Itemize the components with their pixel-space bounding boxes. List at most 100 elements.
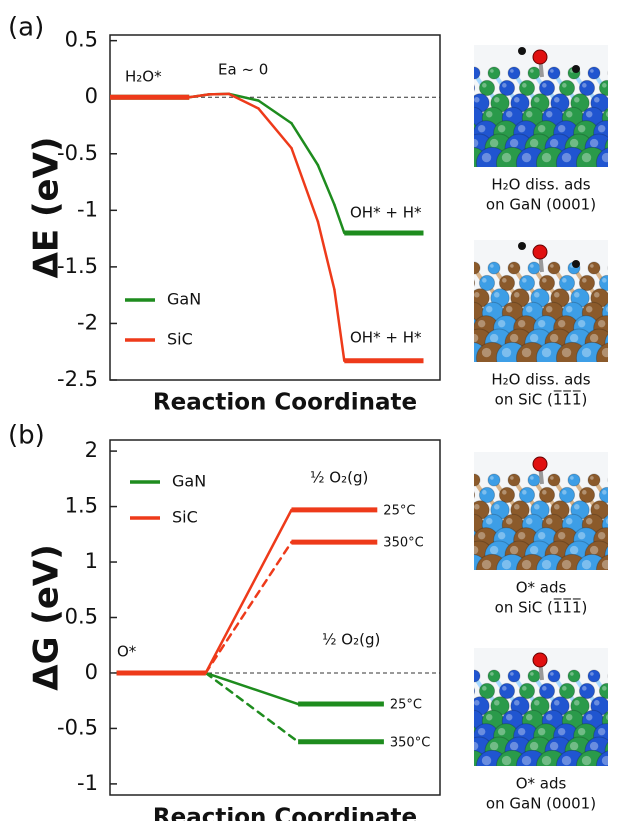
atom-highlight <box>618 532 625 539</box>
atom <box>528 670 540 682</box>
bond <box>614 480 624 495</box>
reaction-path <box>206 510 292 673</box>
atom-highlight <box>534 504 540 510</box>
atom <box>479 683 494 698</box>
atom-highlight <box>462 560 471 569</box>
atom-highlight <box>470 742 478 750</box>
atom-highlight <box>622 278 627 283</box>
atom-highlight <box>458 320 465 327</box>
bond <box>607 283 617 298</box>
atom-highlight <box>474 504 480 510</box>
bond <box>592 766 602 781</box>
atom-highlight <box>514 504 520 510</box>
atom <box>614 724 628 749</box>
atom-highlight <box>522 348 531 357</box>
atom-highlight <box>498 728 505 735</box>
temperature-label: 350°C <box>390 735 430 750</box>
atom-highlight <box>474 700 480 706</box>
atom-highlight <box>602 278 607 283</box>
bond <box>492 766 502 781</box>
reaction-path <box>259 101 292 124</box>
atom-highlight <box>470 334 478 342</box>
atom-highlight <box>602 560 611 569</box>
atom-highlight <box>522 756 531 765</box>
bond <box>614 73 624 88</box>
legend-label: SiC <box>172 508 198 527</box>
atom-highlight <box>586 111 592 117</box>
atom-highlight <box>478 320 485 327</box>
atom-highlight <box>494 504 500 510</box>
annotation: OH* + H* <box>350 329 422 347</box>
atom-highlight <box>570 546 578 554</box>
atom-highlight <box>622 83 627 88</box>
atom <box>448 670 460 682</box>
atom-highlight <box>558 125 565 132</box>
atom <box>528 262 540 274</box>
atom-highlight <box>570 334 578 342</box>
atom <box>519 487 534 502</box>
atom-highlight <box>554 700 560 706</box>
atom-highlight <box>582 83 587 88</box>
atom-highlight <box>542 348 551 357</box>
image-caption: O* ads <box>516 775 567 793</box>
atom-highlight <box>578 125 585 132</box>
atom-highlight <box>478 125 485 132</box>
atom <box>448 474 460 486</box>
atom-highlight <box>510 476 514 480</box>
atom <box>488 262 500 274</box>
atom-highlight <box>558 728 565 735</box>
atom-highlight <box>542 686 547 691</box>
atom-highlight <box>482 83 487 88</box>
y-tick-label: 0 <box>85 660 98 684</box>
atom-highlight <box>550 139 558 147</box>
annotation: O* <box>117 643 137 661</box>
atom-highlight <box>498 532 505 539</box>
atom-highlight <box>562 686 567 691</box>
bond <box>613 313 623 328</box>
atom <box>608 670 620 682</box>
atom <box>619 80 628 95</box>
atom <box>596 147 627 178</box>
atom-highlight <box>510 742 518 750</box>
bond <box>612 766 622 781</box>
atom-highlight <box>594 700 600 706</box>
atom <box>508 474 520 486</box>
atom-highlight <box>582 490 587 495</box>
atom <box>548 262 560 274</box>
temperature-label: 350°C <box>383 536 423 551</box>
atom-highlight <box>578 320 585 327</box>
atom-highlight <box>566 518 572 524</box>
atom <box>539 487 554 502</box>
atom <box>559 487 574 502</box>
atom-highlight <box>598 320 605 327</box>
atom <box>596 342 627 373</box>
atom-highlight <box>502 278 507 283</box>
atom <box>528 474 540 486</box>
atom-highlight <box>610 742 618 750</box>
atom <box>579 275 594 290</box>
image-caption: H₂O diss. ads <box>491 176 590 194</box>
bond <box>613 721 623 736</box>
atom-highlight <box>526 111 532 117</box>
atom <box>459 80 474 95</box>
atom <box>614 528 628 553</box>
atom-highlight <box>554 504 560 510</box>
reaction-path <box>206 673 298 704</box>
structure-image <box>448 45 628 179</box>
atom-highlight <box>562 83 567 88</box>
atom-highlight <box>466 306 472 312</box>
y-tick-label: 0 <box>85 84 98 108</box>
atom-highlight <box>590 742 598 750</box>
bond <box>620 510 628 525</box>
atom-highlight <box>542 756 551 765</box>
figure: (a)-2.5-2-1.5-1-0.500.5ΔE (eV)Reaction C… <box>0 0 628 821</box>
atom-highlight <box>474 292 480 298</box>
atom-highlight <box>542 560 551 569</box>
atom-highlight <box>502 348 511 357</box>
atom-highlight <box>506 518 512 524</box>
atom-highlight <box>594 97 600 103</box>
atom-highlight <box>574 504 580 510</box>
oxygen <box>533 50 547 64</box>
atom-highlight <box>610 139 618 147</box>
atom-highlight <box>550 264 554 268</box>
